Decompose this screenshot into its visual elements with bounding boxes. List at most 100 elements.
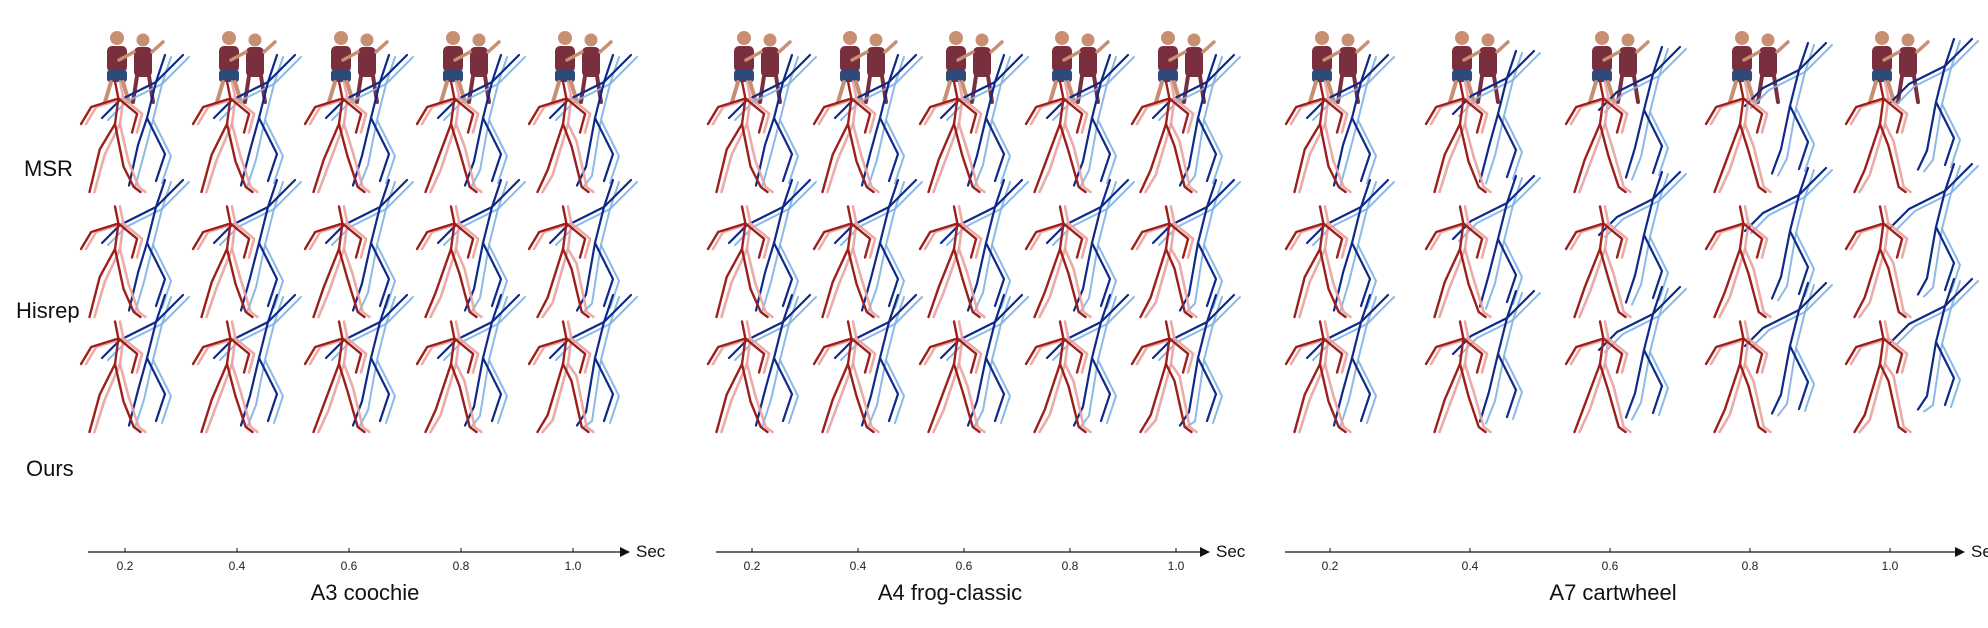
follower-gt-limb — [1950, 165, 1979, 194]
follower-pred-limb — [266, 53, 297, 84]
follower-pred-limb — [781, 178, 812, 209]
leader-pred-limb — [1598, 205, 1605, 251]
follower-pred-limb — [1889, 64, 1947, 104]
leader-pred-limb — [200, 362, 229, 434]
leader-pred-limb — [1564, 337, 1605, 366]
leader-pred-limb — [337, 80, 344, 126]
follower-gt-limb — [152, 359, 172, 424]
follower-gt-limb — [1750, 196, 1806, 234]
photo-g2-f2 — [836, 31, 898, 104]
follower-pred-limb — [1651, 285, 1682, 316]
follower-gt-limb — [1212, 181, 1241, 210]
leader-gt-limb — [234, 222, 256, 259]
photo-torso — [973, 47, 991, 77]
follower-pred-limb — [369, 241, 391, 308]
leader-pred-limb — [1164, 362, 1193, 434]
follower-pred-limb — [993, 178, 1024, 209]
leader-pred-limb — [1062, 222, 1084, 259]
leader-pred-limb — [1139, 122, 1168, 194]
photo-legs — [1048, 80, 1076, 104]
follower-gt-limb — [497, 296, 526, 325]
follower-pred-limb — [1624, 233, 1646, 304]
follower-pred-limb — [1788, 344, 1810, 411]
photo-head — [1761, 33, 1775, 47]
leader-gt-limb — [1858, 247, 1887, 319]
follower-pred-limb — [984, 241, 1006, 308]
leader-gt-limb — [923, 337, 964, 366]
leader-pred-limb — [191, 97, 232, 126]
leader-pred-limb — [561, 320, 568, 366]
follower-gt-limb — [1000, 181, 1029, 210]
follower-gt-limb — [1649, 351, 1669, 416]
skeleton-pair-ours-g3-f2 — [1424, 289, 1541, 434]
leader-pred-limb — [453, 97, 475, 134]
leader-pred-limb — [1878, 247, 1907, 319]
leader-pred-limb — [312, 362, 341, 434]
photo-legs — [1154, 80, 1182, 104]
skeleton-pair-hisrep-g2-f3 — [918, 178, 1029, 319]
leader-gt-limb — [532, 222, 573, 251]
leader-gt-limb — [1467, 222, 1489, 259]
leader-pred-limb — [1058, 320, 1065, 366]
axis-tick-label: 1.0 — [1168, 559, 1185, 573]
follower-pred-limb — [1090, 116, 1112, 183]
follower-gt-limb — [264, 244, 284, 309]
skeleton-pair-hisrep-g2-f4 — [1024, 178, 1135, 319]
leader-pred-limb — [225, 247, 254, 319]
leader-pred-limb — [1573, 362, 1602, 434]
leader-pred-limb — [1742, 222, 1764, 259]
follower-pred-limb — [1099, 178, 1130, 209]
follower-gt-limb — [1503, 355, 1523, 420]
photo-torso — [1619, 47, 1637, 77]
leader-gt-limb — [1747, 97, 1769, 134]
follower-pred-limb — [257, 356, 279, 423]
leader-pred-limb — [303, 337, 344, 366]
follower-pred-limb — [1090, 241, 1112, 308]
skeleton-pair-ours-g3-f5 — [1844, 277, 1979, 434]
leader-gt-limb — [1298, 247, 1327, 319]
follower-pred-limb — [1934, 225, 1956, 292]
leader-gt-limb — [566, 247, 595, 319]
photo-row — [103, 31, 1930, 104]
follower-pred-limb — [1642, 348, 1664, 415]
follower-gt-limb — [609, 56, 638, 85]
follower-gt-limb — [1203, 119, 1223, 184]
photo-head — [975, 33, 989, 47]
follower-gt-limb — [1750, 71, 1806, 109]
follower-pred-limb — [351, 241, 373, 312]
skeleton-pair-hisrep-g3-f2 — [1424, 174, 1541, 319]
photo-legs — [551, 80, 579, 104]
leader-gt-limb — [957, 362, 986, 434]
photo-g2-f4 — [1048, 31, 1110, 104]
leader-pred-limb — [225, 320, 232, 366]
leader-gt-limb — [541, 122, 570, 194]
follower-pred-limb — [1332, 241, 1354, 312]
leader-pred-limb — [927, 247, 956, 319]
leader-gt-limb — [342, 362, 371, 434]
skeleton-pair-hisrep-g1-f5 — [527, 178, 638, 319]
leader-pred-limb — [424, 122, 453, 194]
leader-gt-limb — [1323, 122, 1352, 194]
leader-gt-limb — [1569, 337, 1610, 366]
leader-gt-limb — [566, 122, 595, 194]
leader-pred-limb — [1058, 205, 1065, 251]
photo-head — [558, 31, 572, 45]
leader-gt-limb — [1467, 337, 1489, 374]
skeleton-pair-ours-g2-f4 — [1024, 293, 1135, 434]
axis-tick-label: 0.2 — [1322, 559, 1339, 573]
photo-arms — [565, 40, 613, 62]
photo-arms — [1322, 40, 1370, 62]
leader-pred-limb — [846, 122, 875, 194]
leader-pred-limb — [1598, 80, 1605, 126]
leader-pred-limb — [1573, 122, 1602, 194]
follower-pred-limb — [490, 53, 521, 84]
leader-pred-limb — [918, 222, 959, 251]
follower-pred-limb — [1359, 293, 1390, 324]
photo-legs — [103, 80, 131, 104]
leader-gt-limb — [1429, 97, 1470, 126]
leader-pred-limb — [1062, 97, 1084, 134]
photo-arms — [1462, 40, 1510, 62]
photo-torso — [1479, 47, 1497, 77]
photo-head — [949, 31, 963, 45]
leader-gt-limb — [532, 97, 573, 126]
